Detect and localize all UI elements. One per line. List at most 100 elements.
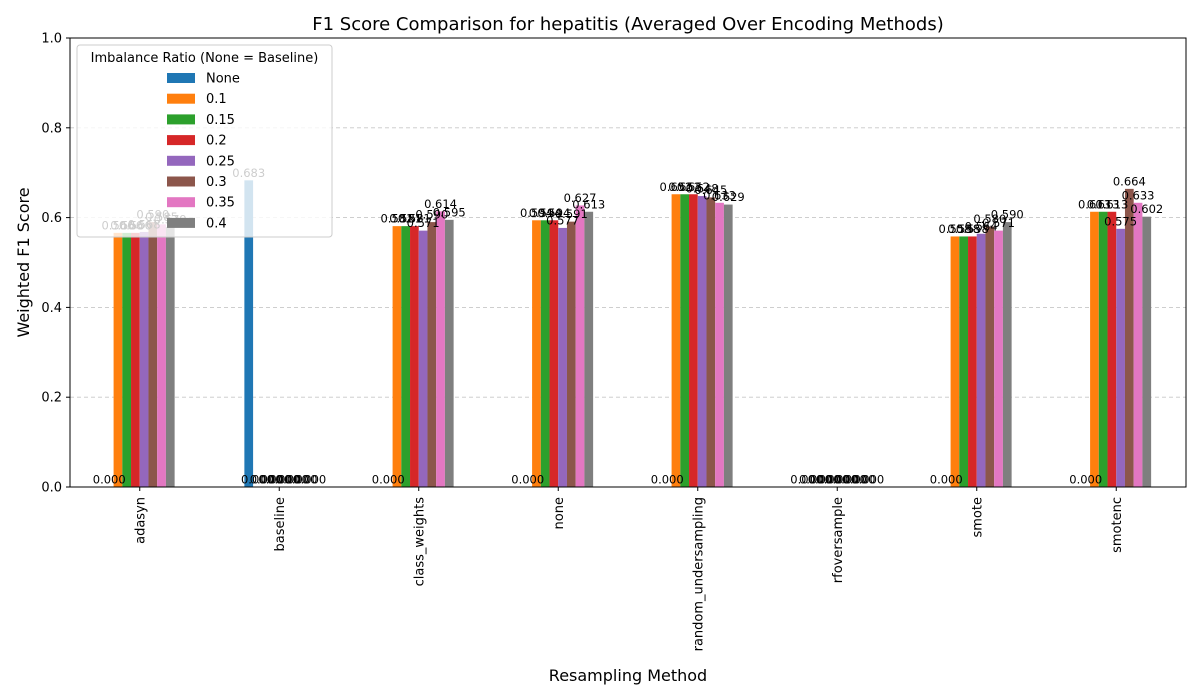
data-label: 0.000	[816, 473, 849, 487]
bar	[671, 194, 681, 487]
data-label: 0.613	[1087, 197, 1120, 211]
legend-swatch	[167, 93, 195, 104]
bar	[1116, 228, 1125, 487]
x-axis-label: Resampling Method	[549, 666, 707, 685]
bar	[549, 220, 559, 487]
data-label: 0.613	[1078, 197, 1111, 211]
bar	[131, 232, 140, 487]
data-label: 0.000	[930, 473, 963, 487]
data-label: 0.652	[659, 180, 692, 194]
data-label: 0.613	[572, 197, 605, 211]
legend: Imbalance Ratio (None = Baseline) None 0.1…	[76, 44, 333, 238]
data-label: 0.652	[668, 180, 701, 194]
data-label: 0.602	[1130, 202, 1163, 216]
data-label: 0.571	[982, 216, 1015, 230]
legend-label: 0.2	[206, 134, 227, 149]
data-label: 0.000	[808, 473, 841, 487]
bar	[697, 196, 707, 487]
chart-title: F1 Score Comparison for hepatitis (Avera…	[312, 14, 943, 35]
data-label: 0.558	[938, 222, 971, 236]
y-axis-label: Weighted F1 Score	[14, 187, 33, 337]
y-tick-label: 0.6	[41, 211, 62, 226]
legend-swatch	[167, 73, 195, 83]
data-label: 0.633	[1122, 188, 1155, 202]
data-label: 0.000	[250, 473, 283, 487]
axes: 0.0 0.2 0.4 0.6 0.8 1.0 adasyn baseline class_we…	[41, 32, 1187, 651]
data-label: 0.577	[546, 213, 579, 227]
bar	[427, 222, 437, 487]
legend-swatch	[167, 114, 195, 125]
data-label: 0.581	[398, 212, 431, 226]
data-label: 0.000	[834, 473, 867, 487]
bar	[244, 180, 254, 487]
y-tick-label: 0.8	[41, 121, 62, 136]
data-label: 0.633	[703, 188, 736, 202]
data-label: 0.580	[973, 212, 1006, 226]
bars	[113, 180, 1152, 488]
data-label: 0.627	[564, 191, 597, 205]
data-label: 0.581	[389, 212, 422, 226]
data-label: 0.000	[1069, 473, 1102, 487]
x-tick-label: class_weights	[412, 497, 427, 587]
bar	[1107, 211, 1117, 487]
bar	[976, 233, 986, 487]
legend-box	[76, 44, 333, 238]
bar	[689, 194, 698, 487]
data-label: 0.571	[407, 216, 440, 230]
bar	[1124, 188, 1134, 487]
x-tick-label: baseline	[273, 497, 288, 551]
data-label: 0.000	[372, 473, 405, 487]
bar	[418, 230, 428, 487]
y-tick-label: 1.0	[41, 32, 62, 47]
legend-label: 0.15	[206, 113, 235, 128]
data-label: 0.614	[424, 197, 457, 211]
bar	[706, 197, 716, 487]
data-label: 0.594	[520, 206, 553, 220]
data-label: 0.000	[293, 473, 326, 487]
data-label: 0.629	[712, 190, 745, 204]
legend-swatch	[167, 217, 195, 228]
bar	[994, 230, 1003, 487]
bar	[680, 194, 690, 487]
legend-label: 0.1	[206, 92, 227, 107]
legend-label: 0.3	[206, 175, 227, 190]
bar	[436, 211, 445, 487]
bar	[122, 232, 132, 487]
legend-title: Imbalance Ratio (None = Baseline)	[91, 51, 319, 66]
data-label: 0.000	[790, 473, 823, 487]
plot-frame	[69, 37, 1187, 488]
bar	[1142, 216, 1152, 487]
data-label: 0.590	[415, 208, 448, 222]
data-label: 0.594	[537, 206, 570, 220]
data-label: 0.000	[651, 473, 684, 487]
data-label: 0.595	[433, 205, 466, 219]
data-label: 0.000	[843, 473, 876, 487]
bar	[392, 226, 402, 488]
data-label: 0.558	[947, 222, 980, 236]
data-label: 0.000	[276, 473, 309, 487]
data-label: 0.000	[267, 473, 300, 487]
data-label: 0.000	[285, 473, 318, 487]
bar	[1133, 202, 1143, 487]
x-tick-label: random_undersampling	[691, 497, 706, 651]
legend-swatch	[167, 176, 195, 187]
bar	[157, 224, 166, 487]
bar	[566, 221, 576, 488]
data-label: 0.652	[677, 180, 710, 194]
data-label: 0.000	[241, 473, 274, 487]
bar	[148, 222, 158, 487]
data-label: 0.000	[825, 473, 858, 487]
bar	[410, 226, 419, 488]
bar	[113, 232, 123, 487]
bar	[950, 236, 960, 487]
bar	[959, 236, 969, 487]
bar	[444, 219, 454, 487]
data-label: 0.000	[799, 473, 832, 487]
legend-label: 0.4	[206, 216, 227, 231]
data-label: 0.664	[1113, 174, 1146, 188]
x-tick-label: none	[552, 497, 567, 529]
bar	[715, 202, 724, 487]
data-label: 0.645	[694, 183, 727, 197]
bar	[532, 220, 541, 487]
bar	[723, 204, 733, 488]
